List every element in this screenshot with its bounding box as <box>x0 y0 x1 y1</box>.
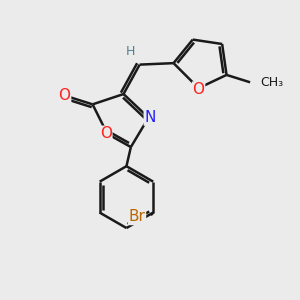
Text: H: H <box>126 45 136 58</box>
Text: N: N <box>144 110 156 125</box>
Text: O: O <box>58 88 70 103</box>
Text: CH₃: CH₃ <box>260 76 283 89</box>
Text: O: O <box>100 126 112 141</box>
Text: O: O <box>193 82 205 97</box>
Text: Br: Br <box>129 209 146 224</box>
